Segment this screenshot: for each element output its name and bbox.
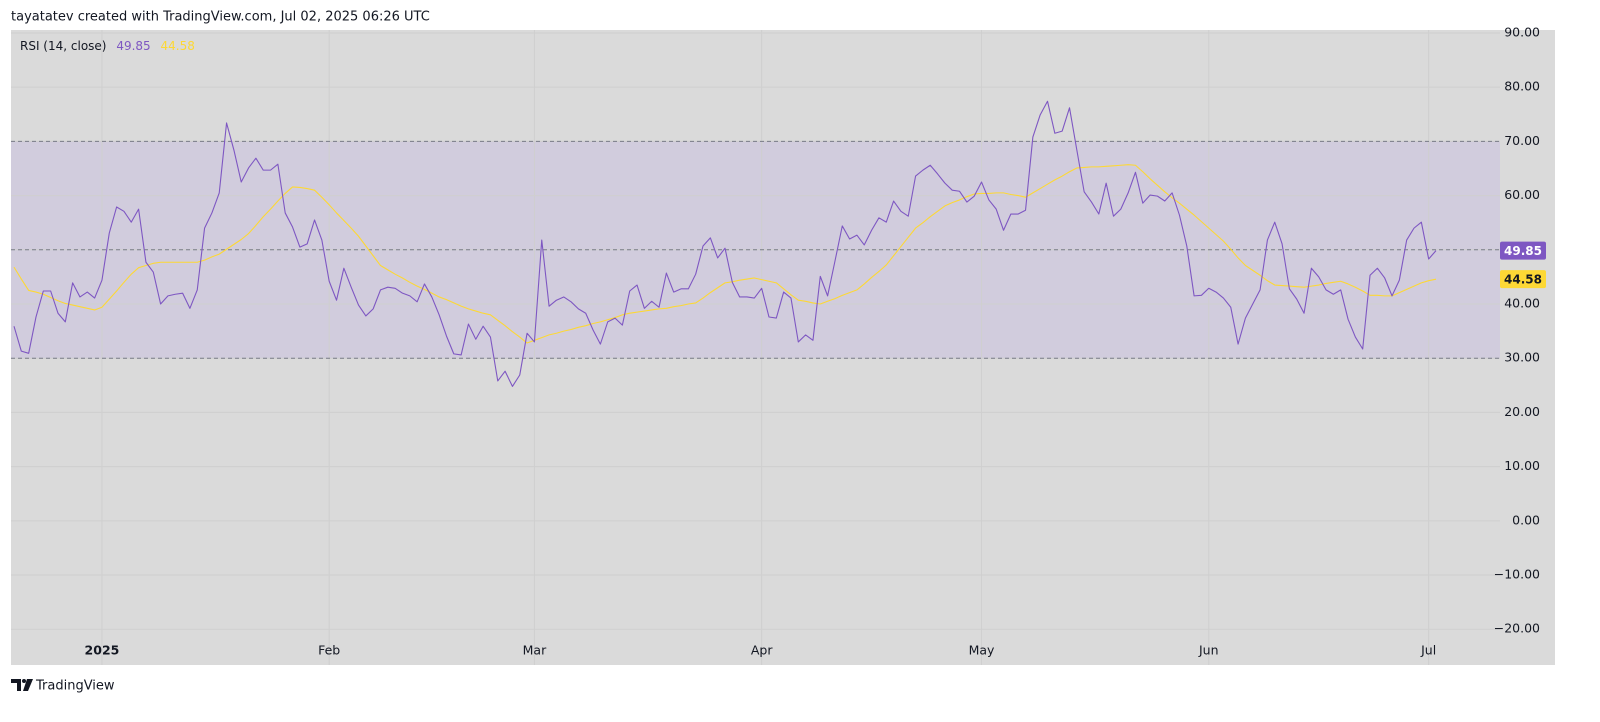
series-line (13, 100, 1437, 387)
legend-label: RSI (14, close) (20, 39, 106, 53)
logo-dot (22, 679, 26, 683)
y-tick-label: −20.00 (1494, 621, 1540, 636)
y-tick-label: 70.00 (1504, 133, 1540, 148)
legend: RSI (14, close) 49.85 44.58 (20, 39, 195, 53)
y-tick-label: 80.00 (1504, 79, 1540, 94)
footer-logo: TradingView (11, 679, 115, 694)
y-tick-label: −10.00 (1494, 567, 1540, 582)
x-tick-label: Feb (318, 643, 340, 658)
legend-ma-value: 44.58 (161, 39, 195, 53)
last-value-box (1500, 270, 1546, 289)
y-tick-label: 0.00 (1512, 512, 1540, 527)
legend-rsi-value: 49.85 (116, 39, 150, 53)
last-value-label: 49.85 (1504, 244, 1542, 258)
x-tick-label: Jul (1420, 643, 1436, 658)
y-tick-label: 20.00 (1504, 404, 1540, 419)
y-tick-label: 10.00 (1504, 458, 1540, 473)
x-tick-label: May (969, 643, 995, 658)
last-value-label: 44.58 (1504, 273, 1542, 287)
y-tick-label: 90.00 (1504, 24, 1540, 39)
logo-mark (11, 679, 21, 691)
header-text: tayatatev created with TradingView.com, … (11, 10, 430, 25)
x-tick-label: Mar (523, 643, 547, 658)
y-tick-label: 30.00 (1504, 350, 1540, 365)
plot-layer: 90.0080.0070.0060.0050.0040.0030.0020.00… (11, 24, 1546, 665)
footer-brand: TradingView (35, 679, 115, 694)
x-tick-label: Apr (751, 643, 773, 658)
last-value-box (1500, 241, 1546, 260)
y-tick-label: 40.00 (1504, 296, 1540, 311)
x-tick-label: Jun (1198, 643, 1219, 658)
y-tick-label: 60.00 (1504, 187, 1540, 202)
series-line (13, 164, 1437, 344)
x-tick-label: 2025 (85, 643, 120, 658)
logo-mark (23, 679, 33, 691)
